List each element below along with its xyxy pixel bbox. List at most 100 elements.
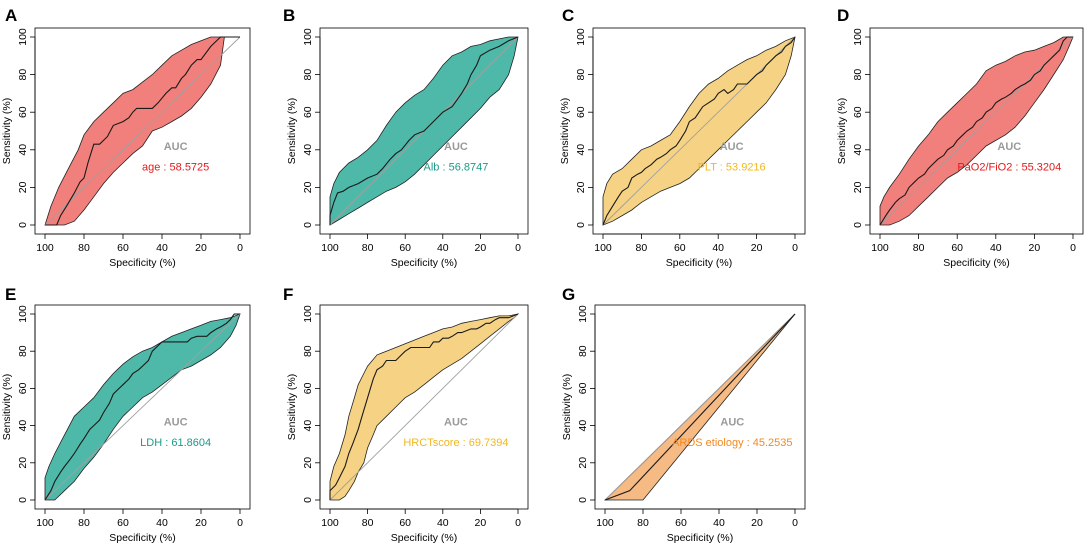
y-tick-label: 0 bbox=[302, 497, 314, 503]
y-tick-label: 40 bbox=[577, 420, 589, 432]
x-tick-label: 80 bbox=[78, 242, 90, 254]
roc-curve bbox=[604, 313, 796, 501]
y-tick-label: 0 bbox=[17, 497, 29, 503]
y-tick-label: 60 bbox=[17, 106, 29, 118]
x-tick-label: 40 bbox=[713, 517, 725, 529]
x-tick-label: 0 bbox=[515, 242, 521, 254]
auc-title: AUC bbox=[720, 141, 744, 153]
panel-label: G bbox=[562, 285, 575, 304]
reference-diagonal bbox=[329, 313, 519, 501]
x-axis-title: Specificity (%) bbox=[109, 532, 176, 544]
y-tick-label: 40 bbox=[852, 144, 864, 156]
x-tick-label: 0 bbox=[792, 517, 798, 529]
panel-label: D bbox=[837, 6, 849, 25]
y-tick-label: 20 bbox=[577, 457, 589, 469]
panel-f: F 100 80 60 40 20 0 Specificity (%) 0 20 40 60 80 100… bbox=[283, 285, 529, 544]
auc-value-label: HRCTscore : 69.7394 bbox=[403, 437, 508, 449]
auc-value-label: Alb : 56.8747 bbox=[424, 161, 489, 173]
x-axis-title: Specificity (%) bbox=[666, 257, 733, 269]
panel-label: C bbox=[562, 6, 574, 25]
y-tick-label: 80 bbox=[302, 69, 314, 81]
panel-label: E bbox=[5, 285, 16, 304]
x-tick-label: 20 bbox=[475, 517, 487, 529]
x-tick-label: 60 bbox=[117, 242, 129, 254]
auc-title: AUC bbox=[164, 141, 188, 153]
roc-curve bbox=[45, 36, 240, 226]
y-tick-label: 60 bbox=[852, 106, 864, 118]
y-tick-label: 80 bbox=[852, 69, 864, 81]
x-tick-label: 0 bbox=[515, 517, 521, 529]
y-tick-label: 40 bbox=[17, 144, 29, 156]
y-tick-label: 60 bbox=[17, 382, 29, 394]
y-tick-label: 20 bbox=[302, 181, 314, 193]
y-tick-label: 40 bbox=[302, 144, 314, 156]
x-tick-label: 80 bbox=[636, 242, 648, 254]
x-tick-label: 80 bbox=[913, 242, 925, 254]
y-axis-title: Sensitivity (%) bbox=[561, 374, 573, 441]
x-tick-label: 20 bbox=[195, 242, 207, 254]
x-tick-label: 0 bbox=[237, 242, 243, 254]
y-tick-label: 20 bbox=[852, 181, 864, 193]
y-tick-label: 80 bbox=[575, 69, 587, 81]
x-axis-title: Specificity (%) bbox=[109, 257, 176, 269]
roc-curve bbox=[879, 36, 1073, 226]
y-tick-label: 0 bbox=[17, 222, 29, 228]
x-tick-label: 0 bbox=[792, 242, 798, 254]
y-tick-label: 100 bbox=[575, 28, 587, 46]
y-tick-label: 0 bbox=[575, 222, 587, 228]
x-tick-label: 80 bbox=[362, 242, 374, 254]
x-tick-label: 100 bbox=[36, 517, 54, 529]
y-axis-title: Sensitivity (%) bbox=[1, 374, 13, 441]
y-tick-label: 40 bbox=[17, 420, 29, 432]
y-tick-label: 0 bbox=[302, 222, 314, 228]
y-tick-label: 40 bbox=[302, 420, 314, 432]
x-axis-title: Specificity (%) bbox=[667, 532, 734, 544]
y-tick-label: 100 bbox=[302, 28, 314, 46]
x-tick-label: 40 bbox=[437, 517, 449, 529]
panel-label: A bbox=[5, 6, 17, 25]
x-tick-label: 40 bbox=[156, 242, 168, 254]
auc-value-label: ARDS etiology : 45.2535 bbox=[672, 437, 792, 449]
auc-title: AUC bbox=[997, 141, 1021, 153]
x-axis-title: Specificity (%) bbox=[943, 257, 1010, 269]
x-tick-label: 100 bbox=[36, 242, 54, 254]
reference-diagonal bbox=[602, 36, 796, 226]
x-tick-label: 60 bbox=[674, 242, 686, 254]
x-tick-label: 80 bbox=[362, 517, 374, 529]
y-axis-title: Sensitivity (%) bbox=[559, 98, 571, 165]
y-axis-title: Sensitivity (%) bbox=[286, 374, 298, 441]
auc-value-label: LDH : 61.8604 bbox=[140, 437, 211, 449]
y-tick-label: 20 bbox=[17, 457, 29, 469]
x-tick-label: 20 bbox=[475, 242, 487, 254]
x-tick-label: 20 bbox=[751, 517, 763, 529]
roc-curve bbox=[329, 36, 519, 225]
y-tick-label: 60 bbox=[302, 382, 314, 394]
auc-title: AUC bbox=[444, 141, 468, 153]
y-tick-label: 60 bbox=[575, 106, 587, 118]
reference-diagonal bbox=[44, 36, 241, 226]
y-tick-label: 40 bbox=[575, 144, 587, 156]
x-axis-title: Specificity (%) bbox=[391, 257, 458, 269]
x-tick-label: 40 bbox=[156, 517, 168, 529]
x-tick-label: 40 bbox=[712, 242, 724, 254]
y-tick-label: 80 bbox=[17, 345, 29, 357]
auc-value-label: PLT : 53.9216 bbox=[698, 161, 766, 173]
x-tick-label: 100 bbox=[871, 242, 889, 254]
y-tick-label: 100 bbox=[17, 28, 29, 46]
y-tick-label: 100 bbox=[852, 28, 864, 46]
y-tick-label: 20 bbox=[575, 181, 587, 193]
y-tick-label: 80 bbox=[17, 69, 29, 81]
x-tick-label: 0 bbox=[1070, 242, 1076, 254]
y-tick-label: 0 bbox=[577, 497, 589, 503]
y-axis-title: Sensitivity (%) bbox=[836, 98, 848, 165]
reference-diagonal bbox=[879, 36, 1074, 226]
x-tick-label: 0 bbox=[237, 517, 243, 529]
y-tick-label: 100 bbox=[302, 305, 314, 323]
y-tick-label: 60 bbox=[577, 382, 589, 394]
x-tick-label: 60 bbox=[951, 242, 963, 254]
x-tick-label: 40 bbox=[437, 242, 449, 254]
y-tick-label: 20 bbox=[17, 181, 29, 193]
